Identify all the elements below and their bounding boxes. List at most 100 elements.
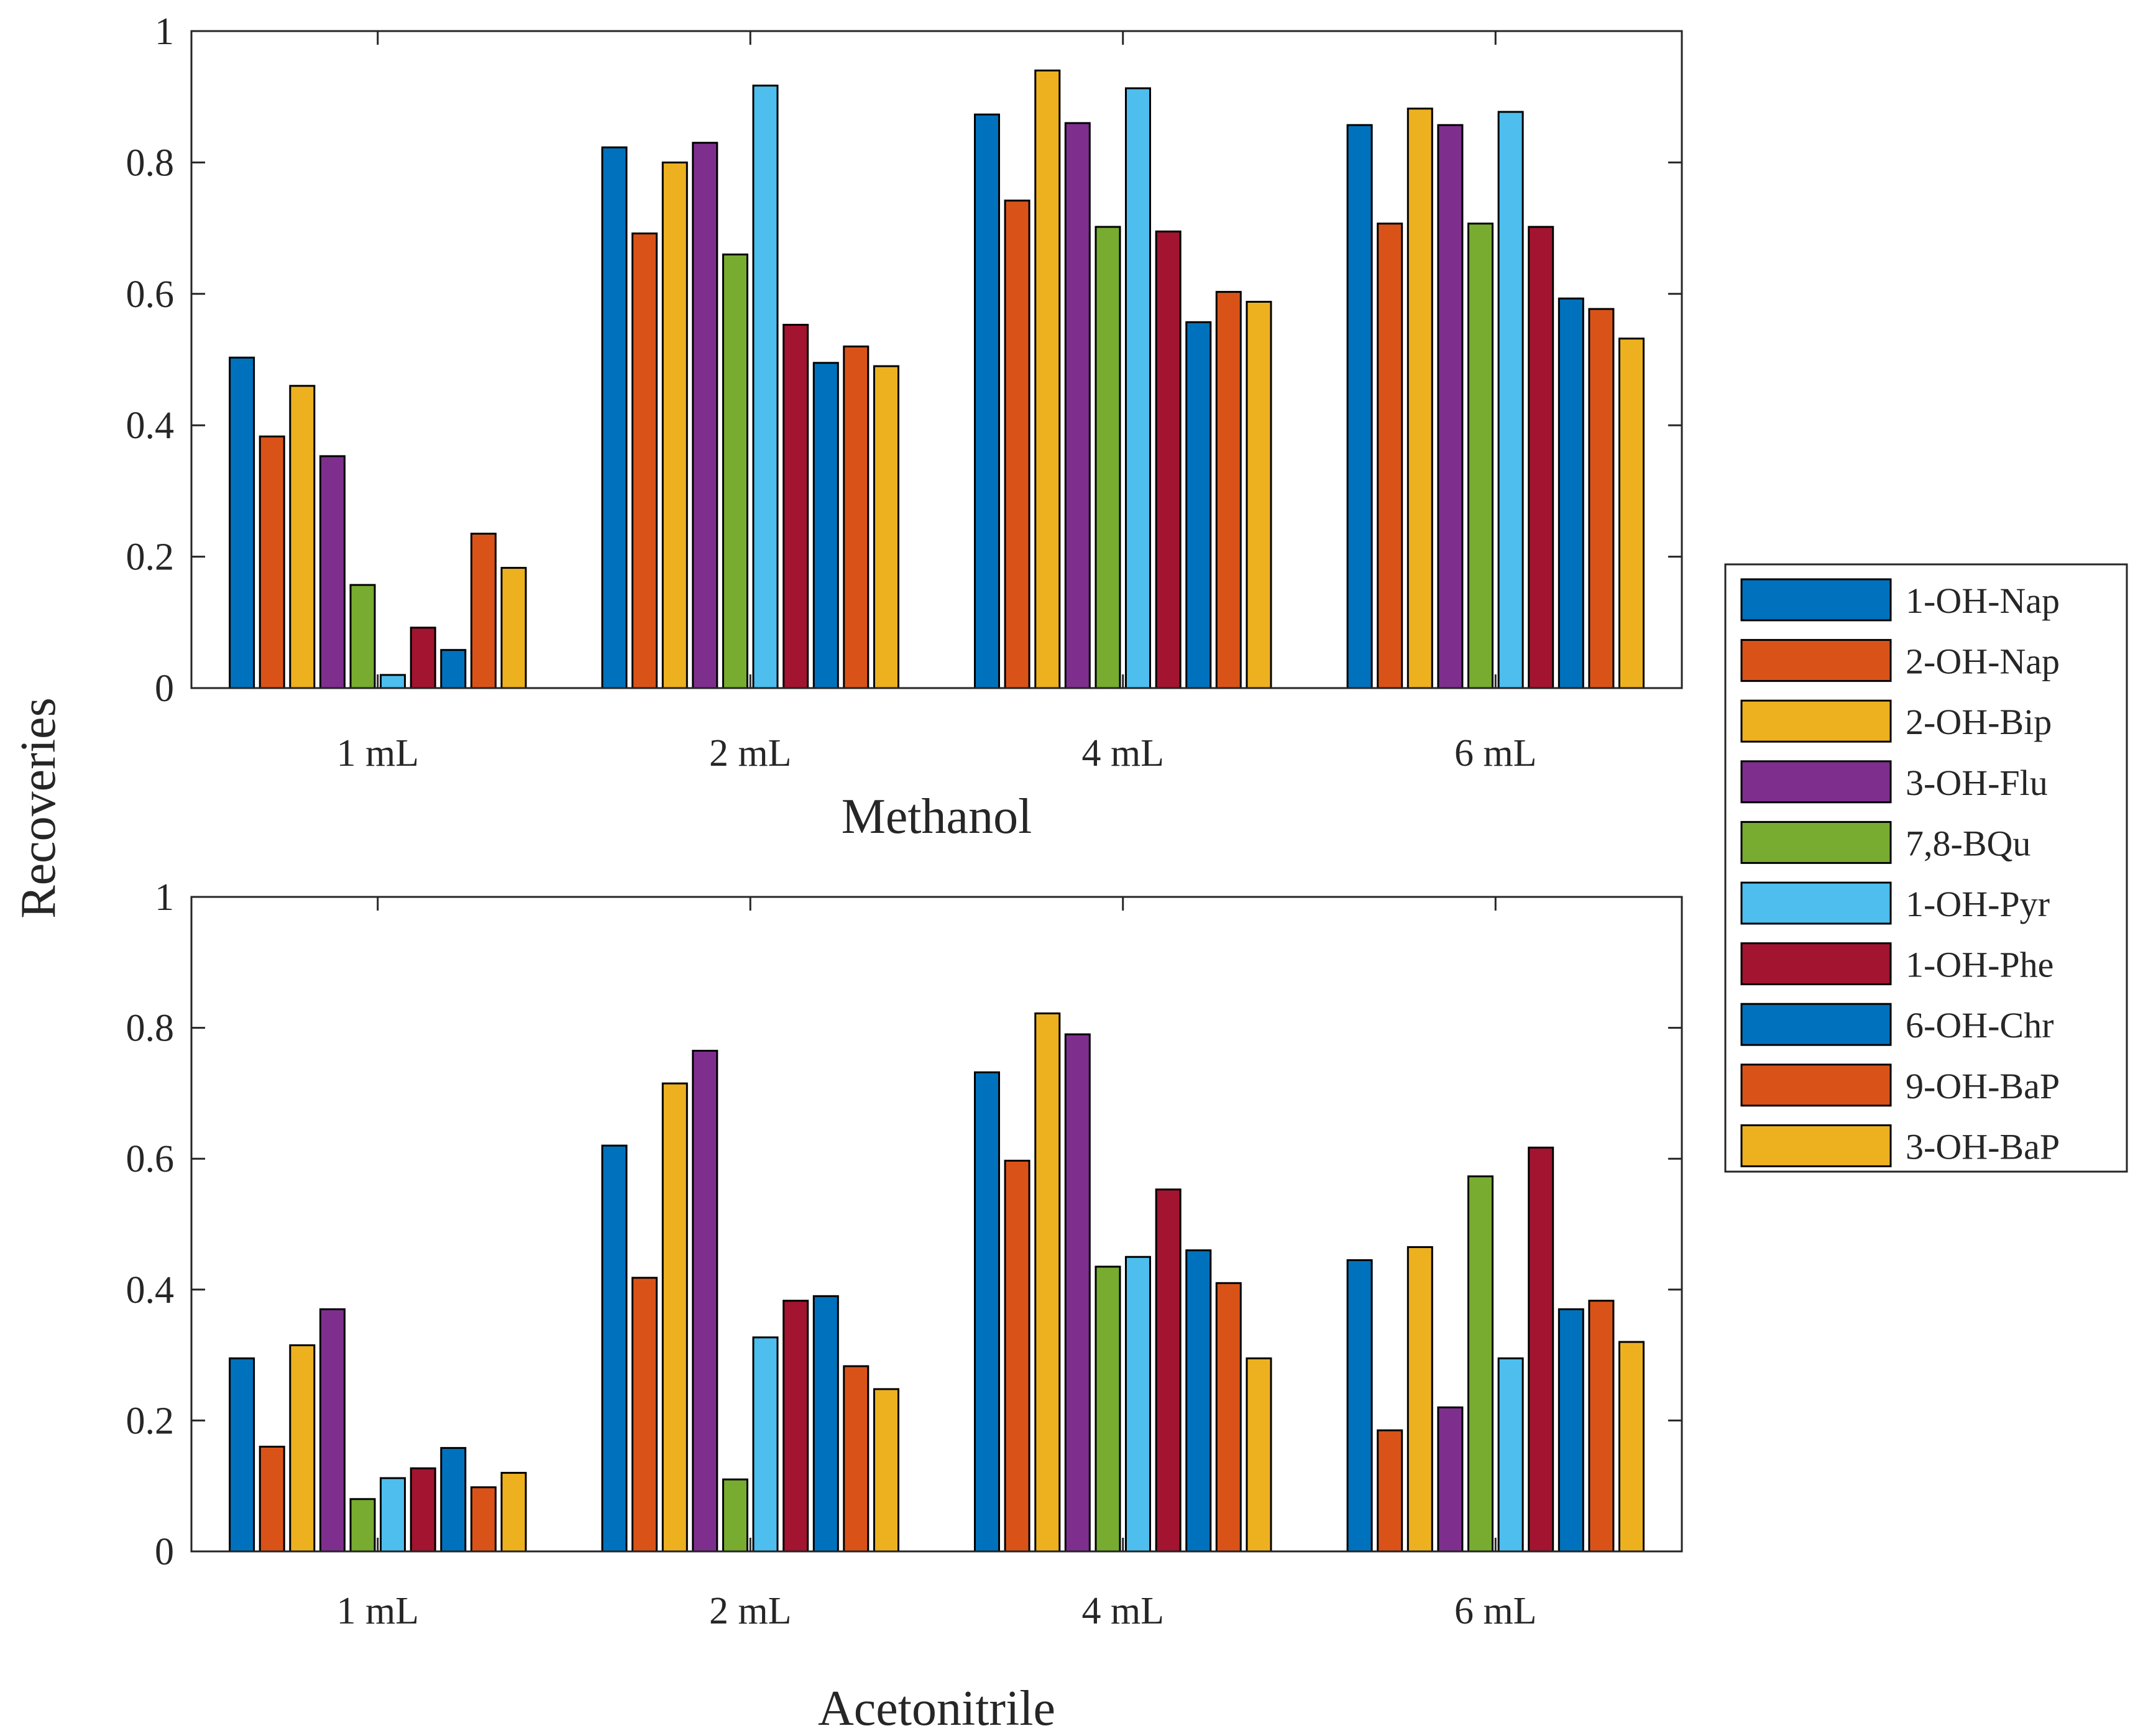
x-tick-label: 1 mL: [336, 1590, 419, 1632]
methanol-panel: 0 0.2 0.4 0.6 0.8 1 1 mL 2 mL 4 mL 6 mL Methanol: [126, 11, 1683, 844]
y-tick-label: 0: [155, 668, 174, 710]
bar-3-OH-Flu-2mL: [692, 1050, 718, 1553]
bar-2-OH-Bip-6mL: [1406, 1246, 1433, 1553]
plot-area: [190, 30, 1683, 689]
legend-swatch: [1740, 820, 1892, 864]
bar-7,8-BQu-1mL: [349, 1498, 376, 1553]
legend-label: 1-OH-Phe: [1906, 945, 2054, 985]
bar-9-OH-BaP-4mL: [1215, 291, 1242, 689]
bar-2-OH-Bip-2mL: [661, 161, 688, 689]
bar-1-OH-Phe-2mL: [782, 324, 809, 689]
legend-swatch: [1740, 1003, 1892, 1046]
bar-1-OH-Nap-4mL: [974, 113, 1000, 689]
bar-6-OH-Chr-4mL: [1185, 1249, 1212, 1553]
bar-1-OH-Nap-2mL: [601, 1144, 628, 1553]
bar-1-OH-Nap-1mL: [229, 356, 255, 689]
bar-7,8-BQu-4mL: [1094, 226, 1121, 689]
bar-2-OH-Nap-2mL: [631, 1277, 658, 1553]
legend-label: 7,8-BQu: [1906, 823, 2031, 863]
bar-2-OH-Bip-4mL: [1034, 69, 1061, 689]
y-tick-label: 0.6: [126, 1138, 175, 1180]
bar-7,8-BQu-1mL: [349, 584, 376, 689]
x-tick-label: 1 mL: [336, 732, 419, 774]
y-tick-label: 1: [155, 11, 174, 53]
bar-6-OH-Chr-4mL: [1185, 321, 1212, 689]
bar-7,8-BQu-6mL: [1467, 1175, 1494, 1553]
bar-2-OH-Nap-6mL: [1377, 223, 1403, 689]
bar-1-OH-Pyr-1mL: [380, 674, 406, 689]
bar-2-OH-Bip-1mL: [289, 385, 316, 689]
legend-swatch: [1740, 1124, 1892, 1167]
bar-3-OH-BaP-2mL: [873, 1388, 899, 1553]
legend-swatch: [1740, 578, 1892, 622]
bar-7,8-BQu-4mL: [1094, 1265, 1121, 1553]
bar-9-OH-BaP-1mL: [470, 1486, 497, 1553]
x-tick-label: 4 mL: [1081, 1590, 1164, 1632]
bar-1-OH-Nap-1mL: [229, 1357, 255, 1553]
bar-9-OH-BaP-4mL: [1215, 1282, 1242, 1553]
bar-3-OH-BaP-6mL: [1618, 1341, 1645, 1553]
bar-6-OH-Chr-2mL: [812, 1295, 839, 1553]
bar-1-OH-Pyr-6mL: [1497, 111, 1524, 689]
bar-3-OH-BaP-4mL: [1246, 1357, 1272, 1553]
y-tick-label: 0: [155, 1531, 174, 1573]
y-axis-title: Recoveries: [11, 697, 66, 918]
x-tick-label: 6 mL: [1454, 1590, 1537, 1632]
bar-6-OH-Chr-1mL: [440, 649, 467, 689]
legend: 1-OH-Nap 2-OH-Nap 2-OH-Bip 3-OH-Flu 7,8-BQu 1…: [1724, 563, 2128, 1173]
legend-label: 2-OH-Nap: [1906, 641, 2060, 682]
bar-2-OH-Nap-4mL: [1004, 200, 1030, 689]
bar-3-OH-Flu-4mL: [1064, 122, 1091, 689]
bar-1-OH-Nap-4mL: [974, 1071, 1000, 1553]
bar-9-OH-BaP-1mL: [470, 533, 497, 689]
bar-3-OH-BaP-1mL: [500, 1472, 527, 1553]
bar-9-OH-BaP-2mL: [843, 1365, 870, 1553]
bar-1-OH-Pyr-2mL: [752, 85, 779, 689]
legend-swatch: [1740, 699, 1892, 743]
bar-7,8-BQu-2mL: [722, 1478, 748, 1553]
bar-3-OH-BaP-6mL: [1618, 338, 1645, 689]
legend-label: 3-OH-Flu: [1906, 763, 2048, 803]
bar-2-OH-Bip-2mL: [661, 1082, 688, 1553]
bar-1-OH-Pyr-4mL: [1125, 1256, 1151, 1553]
bar-2-OH-Nap-1mL: [259, 1446, 285, 1553]
bar-1-OH-Phe-4mL: [1155, 230, 1182, 689]
bar-7,8-BQu-2mL: [722, 253, 748, 689]
y-tick-label: 0.4: [126, 1269, 175, 1311]
bar-9-OH-BaP-6mL: [1588, 1300, 1615, 1553]
bar-2-OH-Bip-4mL: [1034, 1012, 1061, 1553]
bar-1-OH-Pyr-2mL: [752, 1336, 779, 1553]
bar-3-OH-Flu-6mL: [1437, 1406, 1464, 1553]
legend-swatch: [1740, 760, 1892, 804]
x-axis-title: Acetonitrile: [818, 1681, 1055, 1736]
legend-label: 2-OH-Bip: [1906, 702, 2052, 742]
bar-2-OH-Bip-6mL: [1406, 108, 1433, 689]
legend-swatch: [1740, 1063, 1892, 1107]
bar-2-OH-Nap-6mL: [1377, 1429, 1403, 1553]
y-tick-label: 0.8: [126, 1008, 175, 1050]
y-tick-label: 1: [155, 876, 174, 919]
x-tick-label: 2 mL: [709, 1590, 792, 1632]
legend-swatch: [1740, 881, 1892, 925]
acetonitrile-panel: 0 0.2 0.4 0.6 0.8 1 1 mL 2 mL 4 mL 6 mL Acetonitri…: [126, 876, 1683, 1736]
y-tick-label: 0.2: [126, 536, 175, 579]
legend-label: 9-OH-BaP: [1906, 1066, 2060, 1106]
bar-1-OH-Nap-6mL: [1346, 1259, 1373, 1553]
legend-label: 6-OH-Chr: [1906, 1005, 2054, 1045]
plot-area: [190, 896, 1683, 1553]
bar-2-OH-Nap-4mL: [1004, 1159, 1030, 1553]
bar-1-OH-Phe-6mL: [1528, 1146, 1554, 1553]
bar-1-OH-Nap-2mL: [601, 146, 628, 689]
legend-label: 1-OH-Nap: [1906, 581, 2060, 621]
bar-1-OH-Phe-1mL: [410, 1467, 436, 1553]
bar-3-OH-Flu-4mL: [1064, 1033, 1091, 1553]
bar-1-OH-Phe-6mL: [1528, 226, 1554, 689]
bar-9-OH-BaP-6mL: [1588, 308, 1615, 689]
bar-3-OH-BaP-4mL: [1246, 301, 1272, 689]
y-tick-label: 0.6: [126, 273, 175, 316]
x-tick-label: 4 mL: [1081, 732, 1164, 774]
bar-1-OH-Phe-1mL: [410, 627, 436, 689]
bar-3-OH-Flu-2mL: [692, 142, 718, 689]
bar-3-OH-Flu-6mL: [1437, 124, 1464, 689]
bar-2-OH-Nap-1mL: [259, 435, 285, 689]
